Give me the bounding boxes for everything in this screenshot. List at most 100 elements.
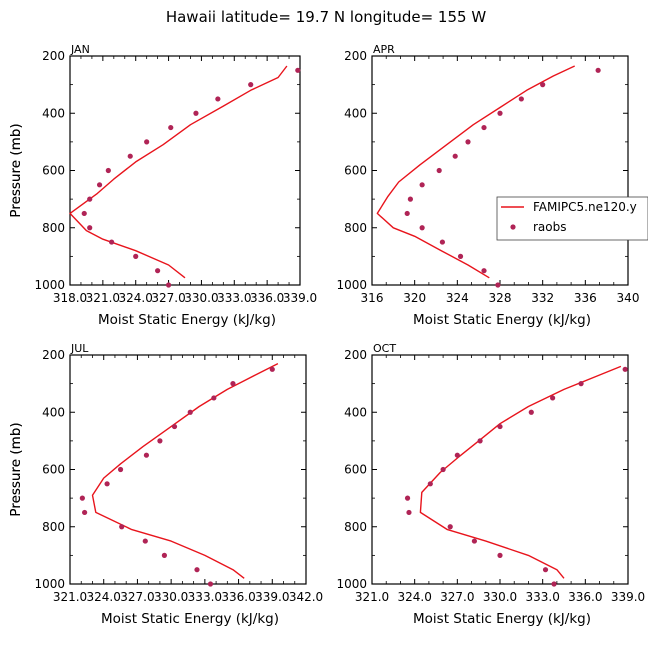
data-point-raobs	[230, 381, 236, 387]
data-point-raobs	[419, 225, 425, 231]
data-point-raobs	[550, 395, 556, 401]
data-point-raobs	[528, 409, 534, 415]
x-tick-label: 342.0	[289, 590, 323, 604]
data-point-raobs	[142, 538, 148, 544]
data-point-raobs	[419, 182, 425, 188]
data-point-raobs	[194, 567, 200, 573]
data-point-raobs	[481, 268, 487, 274]
panel-jan: JAN 318.0321.0324.0327.0330.0333.0336.033…	[8, 43, 317, 328]
data-point-raobs	[404, 495, 411, 501]
data-point-raobs	[518, 96, 524, 102]
data-point-raobs	[540, 82, 546, 88]
y-tick-label: 200	[42, 49, 65, 63]
x-tick-label: 336.0	[250, 291, 284, 305]
data-point-raobs	[477, 438, 483, 444]
series-line-model	[69, 65, 288, 279]
x-tick-label: 333.0	[188, 590, 222, 604]
x-tick-label: 339.0	[611, 590, 645, 604]
data-point-raobs	[87, 196, 93, 202]
data-point-raobs	[622, 366, 628, 372]
data-point-raobs	[187, 409, 193, 415]
y-tick-label: 800	[344, 520, 367, 534]
y-tick-label: 600	[344, 164, 367, 178]
x-tick-label: 336	[574, 291, 597, 305]
x-tick-label: 324.0	[119, 291, 153, 305]
data-point-raobs	[161, 552, 167, 558]
data-point-raobs	[133, 253, 139, 259]
panel-label: OCT	[373, 342, 396, 355]
data-point-raobs	[471, 538, 477, 544]
y-axis-label: Pressure (mb)	[8, 123, 24, 217]
x-tick-label: 339.0	[283, 291, 317, 305]
data-point-raobs	[551, 581, 557, 587]
data-point-raobs	[82, 509, 88, 516]
data-point-raobs	[436, 167, 442, 174]
plot-frame	[371, 55, 629, 286]
data-point-raobs	[193, 110, 199, 116]
y-tick-label: 800	[42, 221, 65, 235]
panels: JAN318.0321.0324.0327.0330.0333.0336.033…	[8, 43, 645, 627]
panel-label: JAN	[70, 43, 90, 56]
x-tick-label: 336.0	[221, 590, 255, 604]
x-axis-label: Moist Static Energy (kJ/kg)	[413, 312, 591, 328]
data-point-raobs	[452, 153, 458, 159]
y-tick-label: 400	[344, 106, 367, 120]
y-axis-label: Pressure (mb)	[8, 422, 24, 516]
x-tick-label: 333.0	[525, 590, 559, 604]
figure-title: Hawaii latitude= 19.7 N longitude= 155 W	[166, 8, 486, 26]
legend-dot-swatch	[510, 224, 516, 230]
x-axis-label: Moist Static Energy (kJ/kg)	[413, 611, 591, 627]
y-axis-label: Pressure (mb)	[8, 422, 24, 516]
data-point-raobs	[117, 466, 124, 473]
x-axis-label: Moist Static Energy (kJ/kg)	[101, 611, 279, 627]
x-tick-label: 328	[489, 291, 512, 305]
data-point-raobs	[427, 481, 433, 487]
data-point-raobs	[215, 96, 221, 102]
data-point-raobs	[595, 67, 601, 73]
data-point-raobs	[144, 139, 150, 145]
x-tick-label: 324.0	[87, 590, 121, 604]
y-tick-label: 1000	[34, 278, 65, 292]
data-point-raobs	[143, 452, 150, 458]
y-tick-label: 800	[344, 221, 367, 235]
plot-frame	[69, 354, 307, 585]
data-point-raobs	[211, 395, 217, 401]
data-point-raobs	[447, 524, 453, 530]
series-line-model	[419, 365, 622, 579]
legend-label-model: FAMIPC5.ne120.y	[533, 200, 637, 214]
x-tick-label: 324.0	[397, 590, 431, 604]
x-tick-label: 321.0	[86, 291, 120, 305]
y-tick-label: 200	[344, 49, 367, 63]
panel-label: APR	[373, 43, 395, 56]
data-point-raobs	[81, 210, 87, 217]
legend-label-raobs: raobs	[533, 220, 567, 234]
data-point-raobs	[439, 239, 445, 245]
data-point-raobs	[404, 210, 410, 217]
x-tick-label: 340	[617, 291, 640, 305]
data-point-raobs	[168, 124, 174, 131]
y-tick-label: 1000	[336, 577, 367, 591]
data-point-raobs	[119, 524, 125, 530]
data-point-raobs	[79, 495, 85, 501]
panel-jul: JUL 321.0 324.0 327.0 330.0 333.0 336.0 339.0 34…	[8, 342, 323, 627]
data-point-raobs	[155, 268, 161, 274]
x-tick-label: 339.0	[255, 590, 289, 604]
y-tick-label: 1000	[336, 278, 367, 292]
plot-frame	[69, 55, 301, 286]
data-point-raobs	[171, 423, 178, 430]
x-tick-label: 332	[531, 291, 554, 305]
x-tick-label: 327.0	[151, 291, 185, 305]
data-point-raobs	[542, 567, 549, 573]
legend: FAMIPC5.ne120.y raobs	[496, 196, 648, 241]
legend-box	[496, 196, 648, 241]
x-tick-label: 330.0	[483, 590, 517, 604]
plot-frame	[371, 354, 629, 585]
x-tick-label: 321.0	[355, 590, 389, 604]
y-tick-label: 400	[42, 106, 65, 120]
data-point-raobs	[454, 452, 460, 458]
data-point-raobs	[457, 253, 464, 259]
data-point-raobs	[497, 423, 503, 430]
x-tick-label: 320	[403, 291, 426, 305]
